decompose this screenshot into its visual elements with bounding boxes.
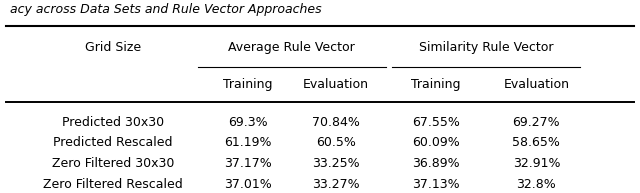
Text: 69.27%: 69.27% bbox=[513, 116, 560, 129]
Text: acy across Data Sets and Rule Vector Approaches: acy across Data Sets and Rule Vector App… bbox=[10, 3, 321, 16]
Text: 60.09%: 60.09% bbox=[412, 136, 460, 149]
Text: Zero Filtered 30x30: Zero Filtered 30x30 bbox=[52, 157, 174, 170]
Text: 60.5%: 60.5% bbox=[316, 136, 356, 149]
Text: Training: Training bbox=[412, 78, 461, 91]
Text: 61.19%: 61.19% bbox=[224, 136, 271, 149]
Text: 37.17%: 37.17% bbox=[224, 157, 272, 170]
Text: Similarity Rule Vector: Similarity Rule Vector bbox=[419, 41, 554, 54]
Text: 67.55%: 67.55% bbox=[412, 116, 460, 129]
Text: 32.91%: 32.91% bbox=[513, 157, 560, 170]
Text: 69.3%: 69.3% bbox=[228, 116, 268, 129]
Text: Evaluation: Evaluation bbox=[504, 78, 570, 91]
Text: 37.01%: 37.01% bbox=[224, 178, 272, 191]
Text: 33.25%: 33.25% bbox=[312, 157, 360, 170]
Text: 32.8%: 32.8% bbox=[516, 178, 556, 191]
Text: Grid Size: Grid Size bbox=[85, 41, 141, 54]
Text: Predicted 30x30: Predicted 30x30 bbox=[62, 116, 164, 129]
Text: Zero Filtered Rescaled: Zero Filtered Rescaled bbox=[43, 178, 183, 191]
Text: Training: Training bbox=[223, 78, 273, 91]
Text: Predicted Rescaled: Predicted Rescaled bbox=[53, 136, 173, 149]
Text: 58.65%: 58.65% bbox=[513, 136, 561, 149]
Text: 37.13%: 37.13% bbox=[412, 178, 460, 191]
Text: Evaluation: Evaluation bbox=[303, 78, 369, 91]
Text: Average Rule Vector: Average Rule Vector bbox=[228, 41, 355, 54]
Text: 33.27%: 33.27% bbox=[312, 178, 360, 191]
Text: 70.84%: 70.84% bbox=[312, 116, 360, 129]
Text: 36.89%: 36.89% bbox=[412, 157, 460, 170]
